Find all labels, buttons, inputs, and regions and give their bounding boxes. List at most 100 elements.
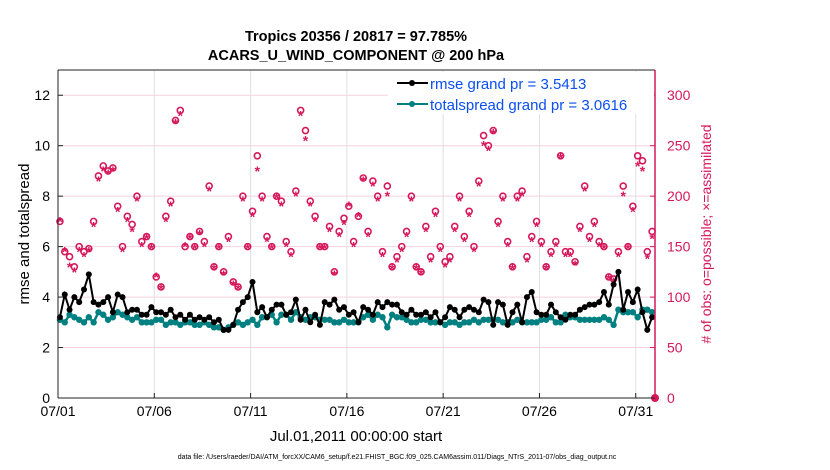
rmse-point <box>66 306 73 313</box>
spread-point <box>340 316 348 323</box>
rmse-point <box>514 301 521 308</box>
obs-assimilated-marker: * <box>649 231 655 247</box>
rmse-point <box>557 314 564 321</box>
spread-point <box>384 324 391 331</box>
obs-assimilated-marker: * <box>57 213 63 229</box>
obs-possible-marker <box>210 262 218 271</box>
rmse-point <box>374 299 381 306</box>
obs-assimilated-marker: * <box>187 231 193 247</box>
obs-assimilated-marker: * <box>361 173 367 189</box>
obs-assimilated-marker: * <box>548 249 554 265</box>
rmse-point <box>326 301 333 308</box>
obs-assimilated-marker: * <box>447 254 453 270</box>
spread-point <box>586 316 593 323</box>
spread-point <box>624 309 632 316</box>
rmse-point <box>90 299 97 306</box>
rmse-point <box>403 311 410 318</box>
rmse-point <box>437 319 444 326</box>
spread-point <box>350 319 357 326</box>
obs-possible-marker <box>527 232 536 241</box>
obs-assimilated-marker: * <box>356 208 362 224</box>
obs-possible-marker <box>556 151 565 160</box>
rmse-point <box>543 311 550 318</box>
obs-possible-marker <box>585 232 594 241</box>
obs-possible-marker <box>638 157 647 165</box>
y-right-tick-label: 250 <box>667 138 691 154</box>
obs-assimilated-marker: * <box>226 234 232 250</box>
obs-assimilated-marker: * <box>645 251 651 267</box>
obs-assimilated-marker: * <box>129 223 135 239</box>
obs-possible-marker <box>629 202 637 211</box>
rmse-point <box>610 281 617 288</box>
obs-assimilated-marker: * <box>466 208 472 224</box>
rmse-point <box>408 306 415 313</box>
obs-possible-marker <box>412 262 421 271</box>
spread-point <box>119 311 126 318</box>
obs-assimilated-marker: * <box>539 239 545 255</box>
spread-point <box>634 314 641 321</box>
spread-point <box>210 324 218 331</box>
spread-point <box>446 319 454 326</box>
obs-assimilated-marker: * <box>471 244 477 260</box>
obs-possible-marker <box>219 268 228 276</box>
obs-assimilated-marker: * <box>433 208 439 224</box>
rmse-point <box>278 301 285 308</box>
obs-possible-marker <box>503 237 512 246</box>
rmse-point <box>129 306 136 313</box>
obs-possible-marker <box>253 151 262 160</box>
spread-point <box>157 316 165 323</box>
rmse-point <box>586 301 593 308</box>
obs-assimilated-marker: * <box>86 244 92 260</box>
obs-assimilated-marker: * <box>134 193 140 209</box>
obs-assimilated-marker: * <box>178 107 184 123</box>
rmse-point <box>591 301 598 308</box>
rmse-point <box>548 301 555 308</box>
obs-assimilated-marker: * <box>182 239 188 255</box>
spread-point <box>153 316 160 323</box>
spread-point <box>104 316 112 323</box>
rmse-point <box>418 311 425 318</box>
rmse-point <box>316 321 323 328</box>
x-tick-label: 07/11 <box>234 403 268 419</box>
rmse-point <box>345 311 352 318</box>
obs-possible-marker <box>508 262 517 271</box>
obs-assimilated-marker: * <box>452 223 458 239</box>
spread-point <box>345 319 352 326</box>
obs-assimilated-marker: * <box>457 193 463 209</box>
rmse-point <box>302 306 309 313</box>
rmse-point <box>254 309 261 316</box>
obs-possible-marker <box>479 131 488 140</box>
rmse-point <box>475 309 482 316</box>
spread-point <box>287 316 295 323</box>
spread-point <box>95 309 102 316</box>
spread-point <box>547 314 555 321</box>
x-tick-label: 07/21 <box>426 403 461 419</box>
obs-assimilated-marker: * <box>144 231 150 247</box>
obs-possible-marker <box>137 237 146 246</box>
obs-possible-marker <box>552 237 560 246</box>
rmse-point <box>210 319 217 326</box>
spread-point <box>114 309 121 316</box>
obs-assimilated-marker: * <box>168 198 174 214</box>
rmse-point <box>509 309 516 316</box>
rmse-point <box>172 314 179 321</box>
rmse-point <box>105 294 112 301</box>
legend-rmse-marker <box>409 80 415 86</box>
obs-assimilated-marker: * <box>308 198 314 214</box>
obs-assimilated-marker: * <box>428 254 434 270</box>
rmse-point <box>528 289 535 296</box>
obs-assimilated-marker: * <box>72 264 78 280</box>
spread-point <box>648 309 656 316</box>
spread-point <box>205 321 213 329</box>
rmse-point <box>523 294 530 301</box>
obs-possible-marker <box>311 212 319 221</box>
obs-possible-marker <box>65 252 74 261</box>
obs-assimilated-marker: * <box>62 244 68 260</box>
spread-point <box>80 319 88 326</box>
rmse-point <box>533 309 540 316</box>
obs-possible-marker <box>450 222 459 231</box>
obs-possible-marker <box>595 237 603 246</box>
obs-assimilated-marker: * <box>81 249 87 265</box>
obs-assimilated-marker: * <box>206 183 212 199</box>
obs-possible-marker <box>152 273 161 281</box>
